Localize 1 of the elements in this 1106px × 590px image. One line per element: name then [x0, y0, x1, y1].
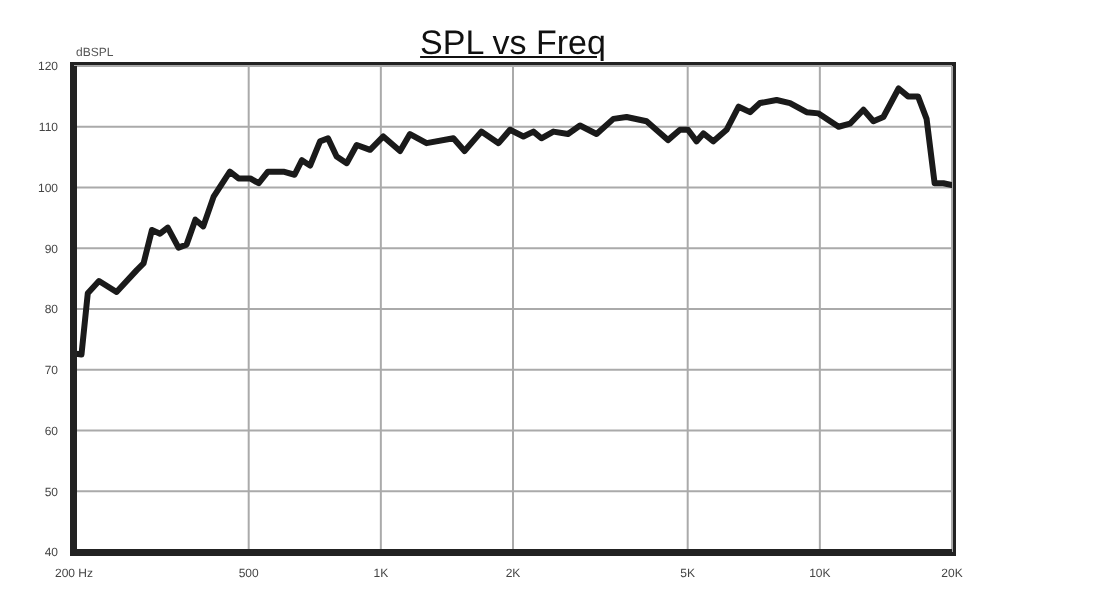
- chart-title: SPL vs Freq: [420, 24, 606, 62]
